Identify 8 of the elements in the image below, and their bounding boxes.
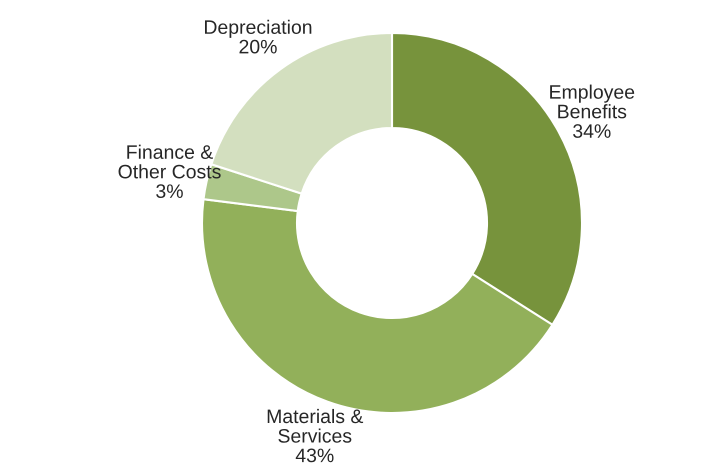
slice-label: Materials & Services xyxy=(268,408,364,443)
slice-label: Depreciation xyxy=(205,20,312,38)
slice-label: Employee Benefits xyxy=(550,84,634,118)
data-label: 34% xyxy=(573,124,611,138)
slice-label: Finance & Other Costs xyxy=(118,144,221,178)
data-label: 43% xyxy=(296,448,334,462)
data-label: 3% xyxy=(156,184,183,198)
data-label: 20% xyxy=(240,40,277,54)
